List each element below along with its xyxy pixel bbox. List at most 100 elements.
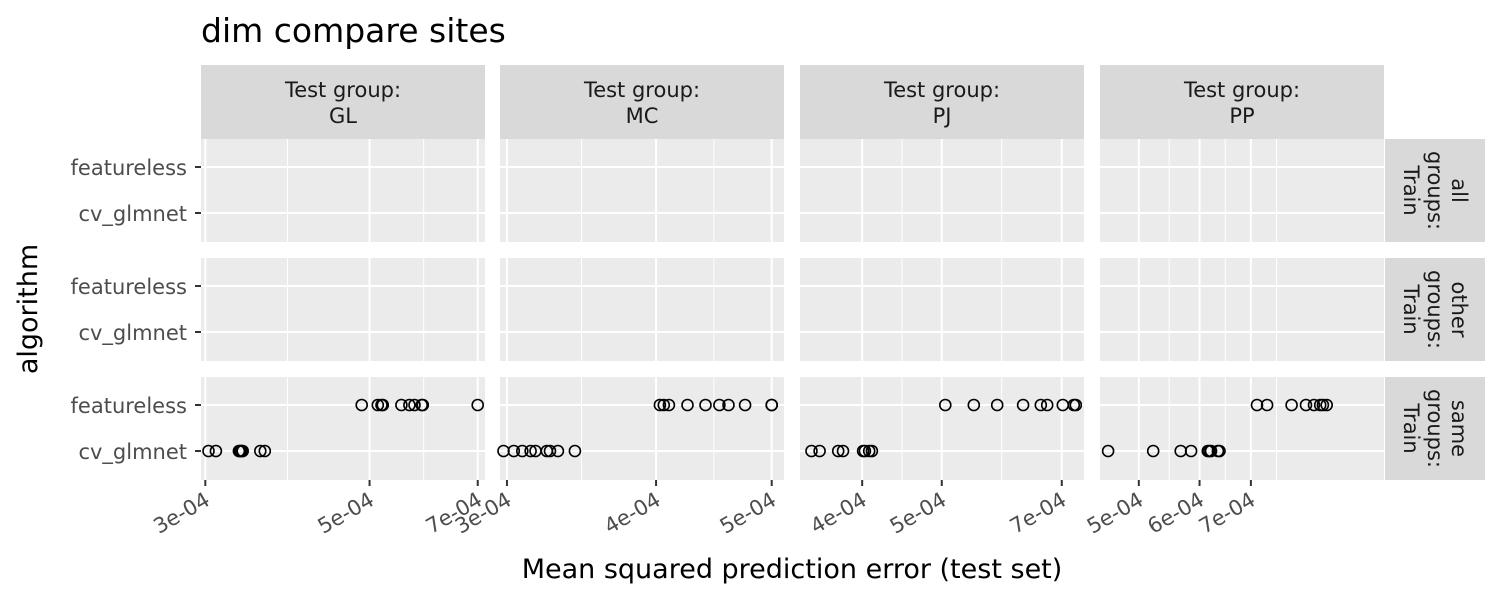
data-point [653,398,667,412]
panel-background [201,139,485,242]
y-tick-label: cv_glmnet [78,321,187,346]
strip-background [500,65,784,139]
data-point [1040,398,1054,412]
x-tick-label: 5e-04 [886,488,950,539]
data-point [568,444,582,458]
data-point [813,444,826,458]
data-point [371,398,385,412]
panel [1100,258,1384,361]
data-point [416,398,430,412]
data-point [713,398,726,412]
data-point [662,398,676,412]
facet-panels [201,139,1384,480]
panel-background [201,377,485,480]
column-strips: Test group: GL Test group: MC Test group: PJ T… [201,65,1384,139]
row-strip-label: Traingroups:all [1399,151,1471,230]
column-strip: Test group: GL [201,65,485,139]
panel [800,377,1084,480]
data-point [209,444,223,458]
panel [201,377,485,480]
row-strips: Traingroups:all Traingroups:other Traingro… [1385,139,1485,480]
x-axis-title: Mean squared prediction error (test set) [522,554,1063,585]
data-point [836,444,850,458]
data-point [681,398,694,412]
x-tick-label: 7e-04 [1006,488,1070,539]
data-point [1299,398,1313,412]
column-strip-label: Test group: PJ [883,78,1000,128]
panel [201,139,485,242]
data-point [865,444,879,458]
strip-background [1100,65,1384,139]
data-point [1204,444,1218,458]
data-point [1260,398,1274,412]
y-tick-label: cv_glmnet [78,440,187,465]
data-point [858,444,872,458]
data-point [403,398,416,412]
y-tick-label: featureless [71,394,187,418]
panel-background [500,377,784,480]
column-strip: Test group: PP [1100,65,1384,139]
x-tick-label: 5e-04 [716,488,780,539]
y-axis-title: algorithm [13,244,44,374]
data-point [258,444,272,458]
x-tick-label: 5e-04 [314,488,378,539]
column-strip: Test group: PJ [800,65,1084,139]
data-point [1184,444,1198,458]
data-point [1250,398,1264,412]
panel-background [1100,139,1384,242]
row-strip-label: Traingroups:same [1399,389,1471,468]
x-tick-label: 4e-04 [600,488,664,539]
data-point [699,398,712,412]
data-point [1307,398,1321,412]
strip-background [800,65,1084,139]
data-point [1316,398,1330,412]
data-point [831,444,845,458]
panel [1100,377,1384,480]
data-point [938,398,952,412]
data-point [355,398,369,412]
data-point [551,444,565,458]
data-point [1016,398,1030,412]
data-point [722,398,735,412]
strip-background [1385,258,1485,361]
data-point [1101,444,1115,458]
panel-background [500,258,784,361]
row-strip: Traingroups:all [1385,139,1485,242]
x-tick-label: 3e-04 [149,488,213,539]
column-strip-label: Test group: PP [1183,78,1300,128]
x-tick-label: 6e-04 [1144,488,1208,539]
strip-background [1385,139,1485,242]
data-point [202,444,215,458]
data-point [657,398,671,412]
data-point [524,444,537,458]
strip-background [201,65,485,139]
data-point [376,398,390,412]
column-strip: Test group: MC [500,65,784,139]
panel-background [1100,377,1384,480]
data-point [990,398,1004,412]
points-layer [202,398,1333,458]
chart-title: dim compare sites [201,11,506,50]
panel [800,139,1084,242]
data-point [253,444,267,458]
data-point [1320,398,1333,412]
panel [800,258,1084,361]
panel [201,258,485,361]
data-point [395,398,408,412]
data-point [507,444,521,458]
data-point [515,444,529,458]
data-point [805,444,818,458]
x-tick-label: 7e-04 [1195,488,1259,539]
panel-background [1100,258,1384,361]
panel-background [201,258,485,361]
data-point [1069,398,1083,412]
panel [500,139,784,242]
data-point [471,398,485,412]
panel [500,258,784,361]
y-tick-label: featureless [71,275,187,299]
data-point [738,398,752,412]
panel [500,377,784,480]
x-tick-label: 5e-04 [1083,488,1147,539]
row-strip-label: Traingroups:other [1399,270,1471,349]
